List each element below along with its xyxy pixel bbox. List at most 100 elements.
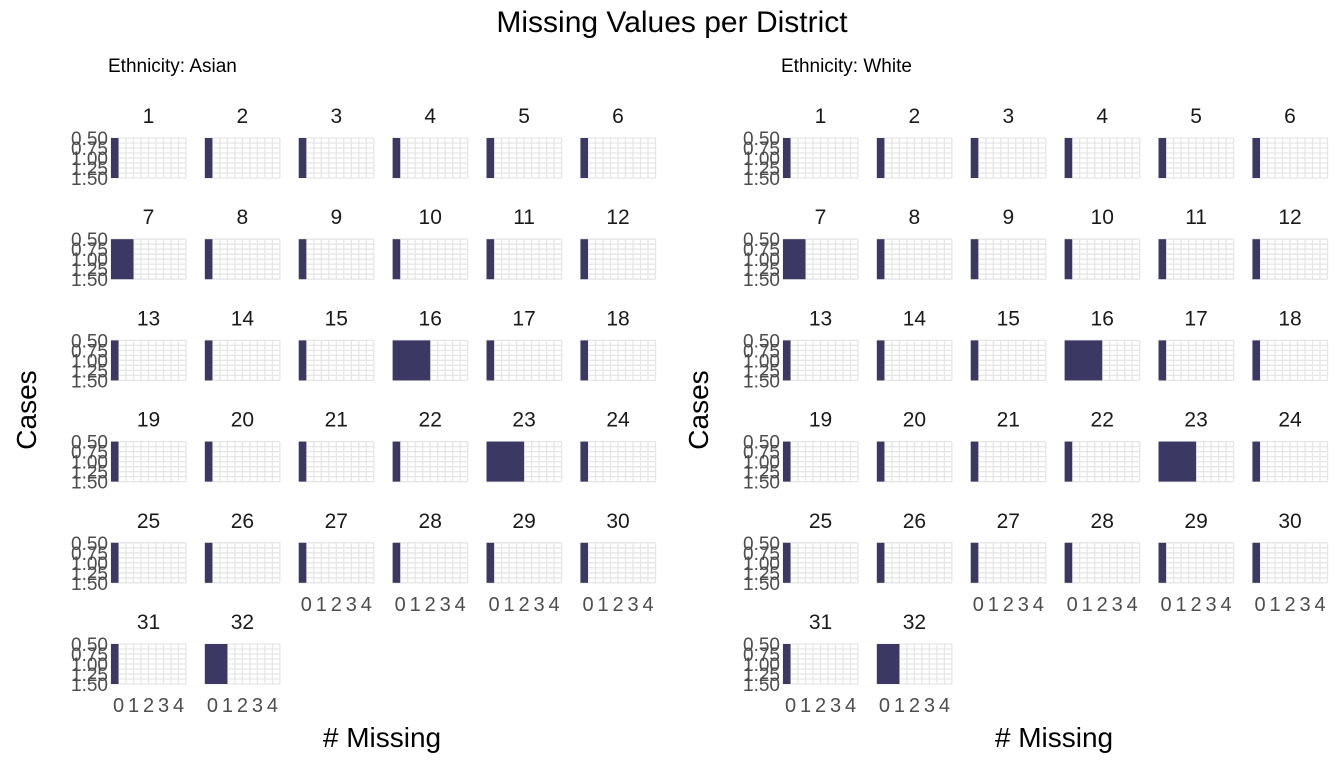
- gridlines: [1064, 440, 1141, 483]
- x-tick-label: 2: [1191, 594, 1202, 616]
- facet-strip-label: 30: [606, 510, 629, 533]
- facet-district-15: 15: [970, 307, 1047, 382]
- facet-district-25: 25 0.500.751.001.251.50: [743, 510, 859, 595]
- gridlines: [298, 440, 375, 483]
- facet-strip-label: 8: [909, 206, 921, 229]
- bar: [392, 239, 401, 280]
- y-tick-label: 1.00: [71, 351, 108, 372]
- gridlines: [579, 542, 657, 584]
- bar: [783, 138, 791, 178]
- gridlines: [1251, 137, 1329, 179]
- facet-district-17: 17: [1157, 307, 1235, 382]
- bar: [204, 138, 213, 178]
- facet-district-23: 23: [1157, 409, 1235, 483]
- facet-district-28: 28 0 1 2 3 4: [1064, 510, 1141, 616]
- x-tick-label: 4: [642, 594, 653, 616]
- facet-district-7: 7 0.500.751.001.251.50: [71, 206, 187, 291]
- y-axis-title: Cases: [683, 370, 714, 449]
- facet-district-18: 18: [579, 307, 657, 382]
- bar: [1064, 239, 1073, 280]
- y-tick-label: 1.25: [743, 260, 780, 281]
- y-tick-label: 0.50: [743, 230, 780, 251]
- facet-district-12: 12: [1251, 206, 1329, 280]
- facet-strip-label: 3: [330, 105, 342, 128]
- facet-strip-label: 12: [1278, 206, 1301, 229]
- bar: [783, 644, 791, 684]
- facet-strip-label: 3: [1002, 105, 1014, 128]
- facet-strip-label: 1: [143, 105, 155, 128]
- x-tick-label: 1: [597, 594, 608, 616]
- y-tick-label: 0.75: [71, 139, 108, 160]
- x-tick-label: 3: [1206, 594, 1217, 616]
- bar: [486, 340, 495, 381]
- facet-strip-label: 27: [325, 510, 348, 533]
- facet-district-3: 3: [970, 105, 1047, 179]
- bar: [1252, 441, 1260, 482]
- facet-strip-label: 13: [809, 307, 832, 330]
- facet-strip-label: 9: [330, 206, 342, 229]
- y-tick-label: 0.50: [71, 635, 108, 656]
- y-tick-label: 0.50: [71, 230, 108, 251]
- bar: [298, 138, 307, 178]
- y-tick-label: 0.50: [71, 534, 108, 555]
- gridlines: [485, 238, 563, 280]
- x-tick-label: 0: [973, 594, 984, 616]
- facet-district-4: 4: [1064, 105, 1141, 179]
- facet-district-19: 19 0.500.751.001.251.50: [71, 409, 187, 494]
- y-tick-label: 1.50: [71, 574, 108, 595]
- facet-district-10: 10: [392, 206, 469, 280]
- facet-district-16: 16: [1064, 307, 1141, 382]
- x-tick-label: 0: [1067, 594, 1078, 616]
- bar: [392, 340, 431, 381]
- facet-strip-label: 15: [325, 307, 348, 330]
- facet-strip-label: 17: [1184, 307, 1207, 330]
- gridlines: [298, 137, 375, 179]
- gridlines: [392, 542, 469, 584]
- facet-district-27: 27 0 1 2 3 4: [970, 510, 1047, 616]
- panel-asian: Ethnicity: Asian Cases # Missing 10.500.…: [11, 56, 657, 753]
- facet-strip-label: 8: [237, 206, 249, 229]
- facet-district-11: 11: [1157, 206, 1235, 280]
- x-tick-label: 4: [361, 594, 372, 616]
- facet-strip-label: 31: [809, 611, 832, 634]
- facet-district-3: 3: [298, 105, 375, 179]
- facet-strip-label: 13: [137, 307, 160, 330]
- gridlines: [298, 542, 375, 584]
- facet-district-21: 21: [298, 409, 375, 483]
- y-tick-label: 1.50: [71, 371, 108, 392]
- facet-strip-label: 29: [1184, 510, 1207, 533]
- y-tick-label: 1.00: [743, 554, 780, 575]
- bar: [876, 644, 900, 684]
- bar: [1252, 340, 1260, 381]
- bar: [876, 239, 885, 280]
- gridlines: [1064, 542, 1141, 584]
- x-tick-label: 4: [455, 594, 466, 616]
- x-tick-label: 0: [785, 695, 796, 717]
- y-tick-label: 0.50: [71, 129, 108, 150]
- x-tick-label: 0: [582, 594, 593, 616]
- bar: [1158, 138, 1167, 178]
- facet-strip-label: 32: [231, 611, 254, 634]
- facet-strip-label: 7: [815, 206, 827, 229]
- y-tick-label: 1.00: [743, 453, 780, 474]
- bar: [1064, 542, 1073, 583]
- x-tick-label: 0: [879, 695, 890, 717]
- facet-district-5: 5: [1157, 105, 1235, 179]
- facet-strip-label: 6: [612, 105, 624, 128]
- facet-strip-label: 20: [231, 409, 254, 432]
- facet-strip-label: 19: [809, 409, 832, 432]
- facet-strip-label: 1: [815, 105, 827, 128]
- facet-strip-label: 12: [606, 206, 629, 229]
- bar: [111, 542, 119, 583]
- facet-strip-label: 30: [1278, 510, 1301, 533]
- gridlines: [298, 339, 375, 382]
- x-tick-label: 3: [346, 594, 357, 616]
- x-tick-label: 2: [237, 695, 248, 717]
- gridlines: [485, 542, 563, 584]
- facet-strip-label: 26: [903, 510, 926, 533]
- y-tick-label: 0.75: [743, 240, 780, 261]
- facet-strip-label: 28: [1091, 510, 1114, 533]
- bar: [392, 542, 401, 583]
- bar: [970, 441, 979, 482]
- gridlines: [110, 542, 187, 584]
